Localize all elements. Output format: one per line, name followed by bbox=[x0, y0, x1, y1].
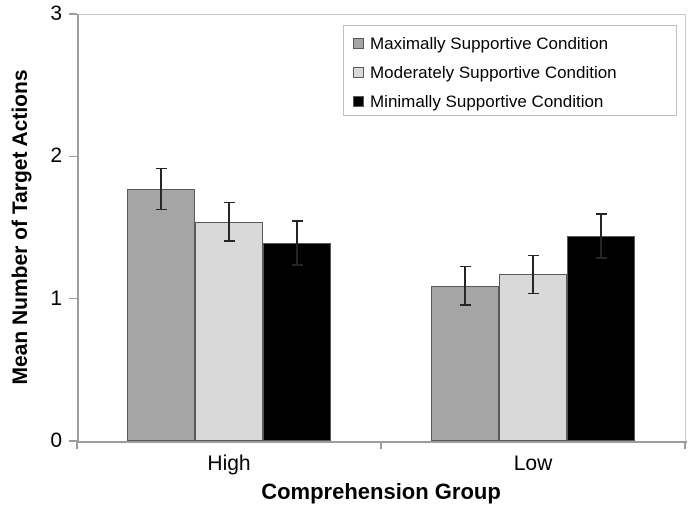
error-bar-line bbox=[296, 220, 298, 266]
error-bar-line bbox=[464, 265, 466, 306]
plot-border-right bbox=[685, 14, 687, 441]
y-tick-label: 3 bbox=[50, 2, 62, 25]
y-axis-tick bbox=[69, 440, 77, 442]
error-bar-line bbox=[228, 201, 230, 242]
x-category-label: Low bbox=[513, 452, 553, 475]
legend-label: Maximally Supportive Condition bbox=[370, 33, 609, 53]
y-axis-title: Mean Number of Target Actions bbox=[9, 69, 32, 385]
y-tick-label: 1 bbox=[50, 286, 62, 310]
legend-item: Moderately Supportive Condition bbox=[353, 58, 676, 87]
error-bar-line bbox=[160, 167, 162, 211]
x-axis-tick bbox=[380, 441, 382, 449]
error-bar-cap-bottom bbox=[223, 240, 235, 242]
error-bar-cap-top bbox=[527, 254, 539, 257]
y-tick-label: 2 bbox=[50, 144, 62, 168]
y-axis-tick bbox=[69, 297, 77, 300]
legend-swatch-icon bbox=[353, 96, 364, 107]
error-bar-line bbox=[600, 213, 602, 259]
error-bar-cap-bottom bbox=[595, 257, 607, 259]
error-bar-cap-bottom bbox=[527, 292, 539, 295]
bar-low-series1 bbox=[431, 285, 499, 441]
bar-low-series3 bbox=[567, 236, 635, 441]
bar-high-series1 bbox=[127, 189, 195, 441]
y-axis-tick bbox=[69, 13, 77, 15]
y-tick-label: 0 bbox=[50, 429, 62, 452]
legend: Maximally Supportive Condition Moderately… bbox=[343, 25, 677, 116]
error-bar-line bbox=[532, 254, 534, 295]
x-axis-tick bbox=[76, 441, 78, 449]
bar-low-series2 bbox=[499, 274, 567, 441]
legend-label: Minimally Supportive Condition bbox=[370, 91, 604, 111]
bar-high-series3 bbox=[263, 243, 331, 441]
error-bar-cap-top bbox=[291, 220, 303, 222]
y-axis-tick bbox=[69, 155, 77, 158]
x-axis-line bbox=[77, 441, 687, 443]
legend-item: Minimally Supportive Condition bbox=[353, 87, 676, 116]
x-axis-title: Comprehension Group bbox=[261, 479, 501, 504]
bar-high-series2 bbox=[195, 221, 263, 441]
x-category-label: High bbox=[207, 452, 251, 475]
legend-swatch-icon bbox=[353, 38, 364, 49]
error-bar-cap-bottom bbox=[459, 304, 471, 306]
plot-border-top bbox=[77, 14, 685, 16]
error-bar-cap-bottom bbox=[291, 264, 303, 266]
x-axis-tick bbox=[684, 441, 686, 449]
error-bar-cap-top bbox=[155, 167, 167, 170]
error-bar-cap-bottom bbox=[155, 208, 167, 211]
legend-label: Moderately Supportive Condition bbox=[370, 62, 617, 82]
legend-swatch-icon bbox=[353, 67, 364, 78]
error-bar-cap-top bbox=[595, 213, 607, 215]
y-axis-line bbox=[77, 14, 79, 441]
legend-item: Maximally Supportive Condition bbox=[353, 29, 676, 58]
error-bar-cap-top bbox=[459, 265, 471, 268]
error-bar-cap-top bbox=[223, 201, 235, 204]
